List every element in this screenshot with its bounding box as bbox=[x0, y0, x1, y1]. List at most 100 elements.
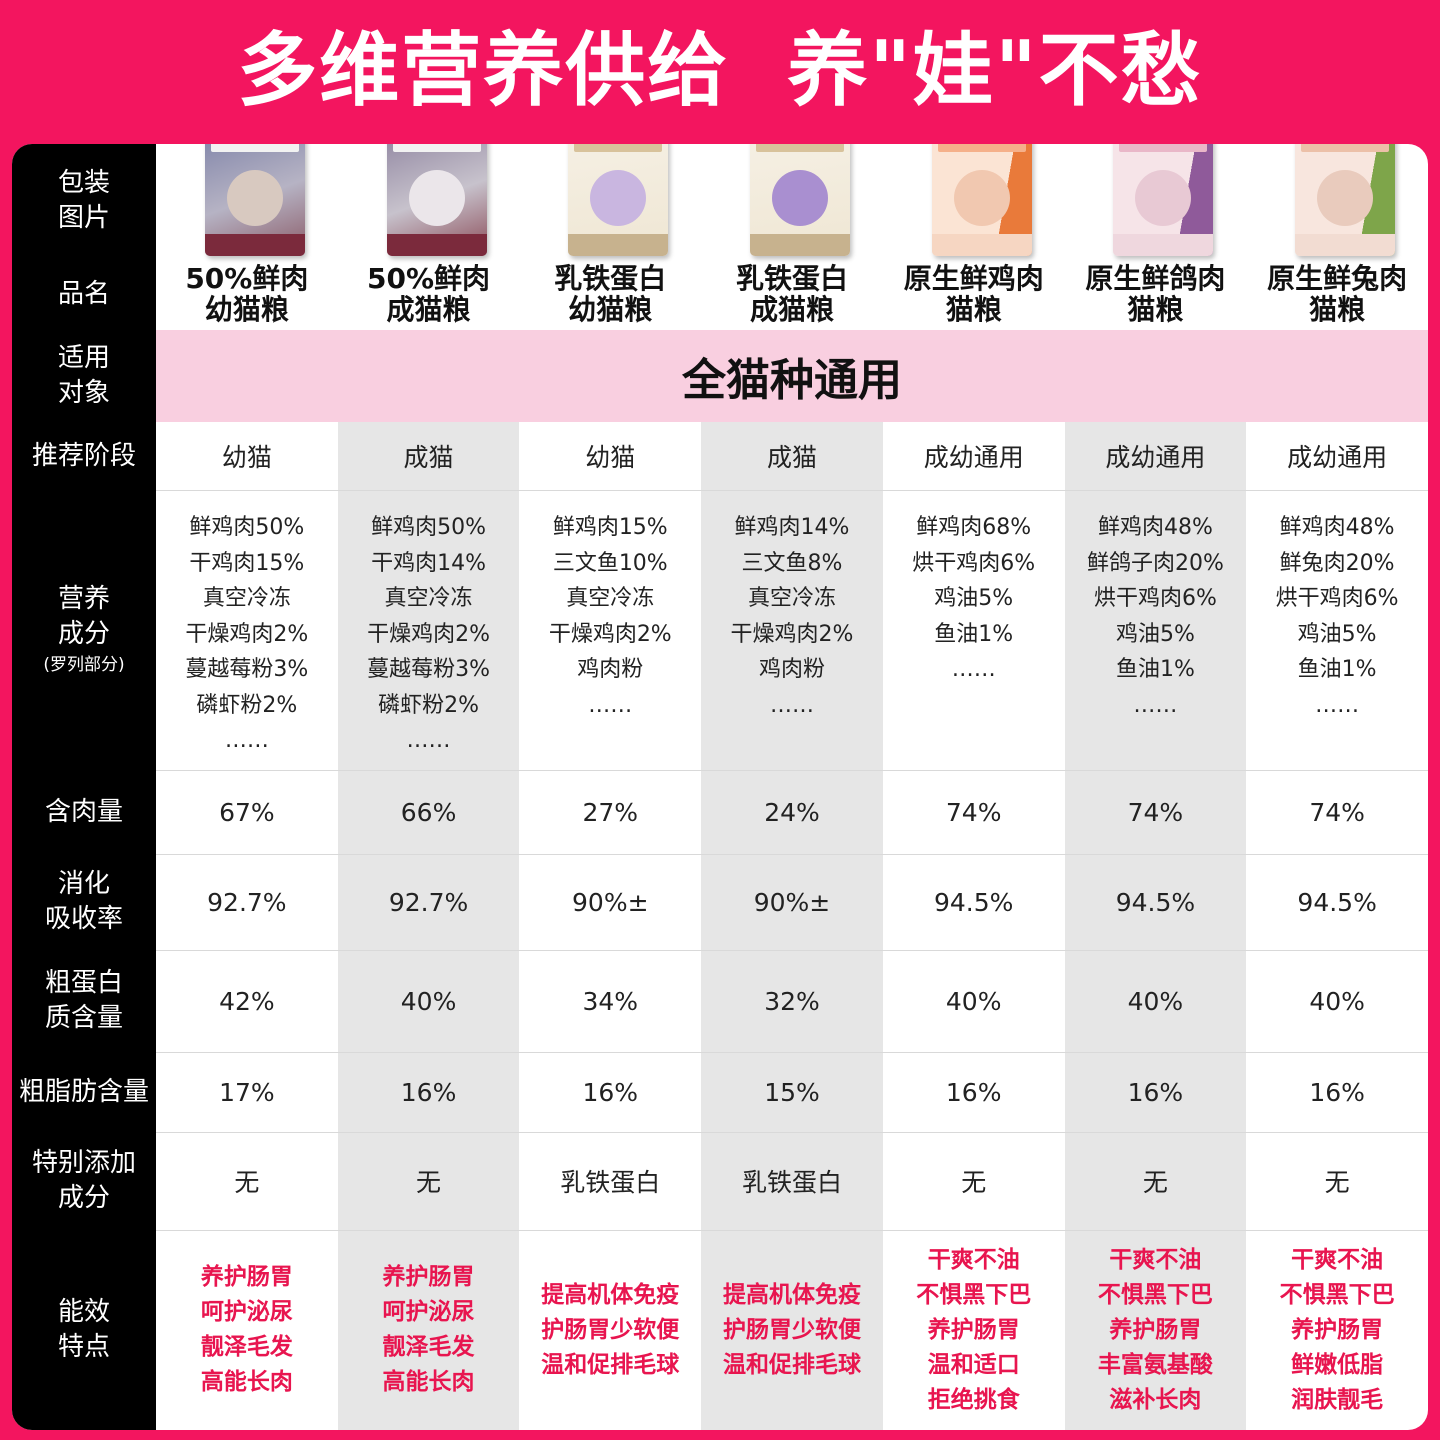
fat-value: 16% bbox=[582, 1077, 639, 1107]
package-image-natural-food-kitten-bag bbox=[568, 144, 669, 256]
ingredient-item: 磷虾粉2% bbox=[378, 692, 479, 718]
package-image-orange-chicken-bag bbox=[931, 144, 1032, 256]
cell-special: 无 bbox=[1065, 1132, 1247, 1230]
meat-value: 74% bbox=[1309, 797, 1365, 827]
cell-protein: 34% bbox=[519, 950, 701, 1052]
effect-item: 温和促排毛球 bbox=[722, 1351, 861, 1378]
cell-fat: 16% bbox=[338, 1052, 520, 1132]
ingredient-item: 烘干鸡肉6% bbox=[912, 550, 1036, 576]
cell-ingredients: 鲜鸡肉48% 鲜鸽子肉20% 烘干鸡肉6% 鸡油5% 鱼油1% …… bbox=[1065, 490, 1247, 770]
stage-value: 幼猫 bbox=[221, 443, 272, 472]
cell-effects: 干爽不油 不惧黑下巴 养护肠胃 温和适口 拒绝挑食 bbox=[883, 1230, 1065, 1430]
meat-value: 74% bbox=[945, 797, 1002, 827]
ingredient-item: 鲜鸡肉50% bbox=[189, 515, 305, 540]
ingredient-item: 鲜鸡肉68% bbox=[916, 515, 1032, 540]
effect-item: 呵护泌尿 bbox=[200, 1299, 293, 1325]
ingredient-item: 干燥鸡肉2% bbox=[548, 621, 672, 647]
stage-value: 成猫 bbox=[403, 443, 454, 472]
ingredient-item: 鸡肉粉 bbox=[758, 657, 825, 682]
ingredient-item: 三文鱼8% bbox=[741, 550, 843, 576]
ingredient-item: …… bbox=[588, 692, 633, 718]
special-value: 无 bbox=[234, 1168, 260, 1197]
protein-value: 42% bbox=[219, 986, 275, 1016]
cell-fat: 16% bbox=[883, 1052, 1065, 1132]
fat-value: 16% bbox=[945, 1077, 1002, 1107]
meat-value: 74% bbox=[1127, 797, 1184, 827]
effect-item: 温和促排毛球 bbox=[541, 1351, 680, 1378]
cell-effects: 养护肠胃 呵护泌尿 靓泽毛发 高能长肉 bbox=[338, 1230, 520, 1430]
cell-fat: 16% bbox=[1246, 1052, 1428, 1132]
product-name-line: 乳铁蛋白 bbox=[554, 262, 667, 295]
cell-digest: 94.5% bbox=[883, 854, 1065, 950]
digest-value: 94.5% bbox=[933, 887, 1014, 917]
cell-digest: 92.7% bbox=[338, 854, 520, 950]
ingredient-item: 鲜鸽子肉20% bbox=[1086, 550, 1224, 576]
product-name-line: 乳铁蛋白 bbox=[735, 262, 848, 295]
effect-item: 养护肠胃 bbox=[1291, 1316, 1384, 1343]
cell-special: 无 bbox=[156, 1132, 338, 1230]
cell-digest: 94.5% bbox=[1065, 854, 1247, 950]
cell-ingredients: 鲜鸡肉48% 鲜兔肉20% 烘干鸡肉6% 鸡油5% 鱼油1% …… bbox=[1246, 490, 1428, 770]
cell-ingredients: 鲜鸡肉50% 干鸡肉14% 真空冷冻 干燥鸡肉2% 蔓越莓粉3% 磷虾粉2% …… bbox=[338, 490, 520, 770]
effect-item: 不惧黑下巴 bbox=[1279, 1281, 1395, 1308]
row-divider bbox=[156, 1052, 1428, 1053]
product-name: 50%鲜肉 成猫粮 bbox=[338, 258, 520, 330]
cell-stage: 幼猫 bbox=[519, 422, 701, 490]
row-label-column: 包装 图片 品名 适用 对象 推荐阶段 营养 成分 (罗列部分) 含肉量 消化 … bbox=[12, 144, 156, 1430]
stage-value: 成幼通用 bbox=[1287, 443, 1388, 472]
label-package: 包装 图片 bbox=[57, 168, 110, 233]
effect-item: 拒绝挑食 bbox=[927, 1386, 1020, 1413]
cell-digest: 90%± bbox=[519, 854, 701, 950]
meat-value: 67% bbox=[219, 797, 275, 827]
ingredient-item: 鲜鸡肉48% bbox=[1097, 515, 1213, 540]
target-value: 全猫种通用 bbox=[682, 355, 902, 406]
cell-special: 乳铁蛋白 bbox=[701, 1132, 883, 1230]
label-target: 适用 对象 bbox=[57, 343, 110, 408]
ingredient-item: 真空冷冻 bbox=[566, 586, 655, 611]
package-image-purple-pigeon-bag bbox=[1113, 144, 1214, 256]
special-value: 无 bbox=[961, 1168, 987, 1197]
ingredient-item: 真空冷冻 bbox=[384, 586, 473, 611]
effect-item: 干爽不油 bbox=[927, 1246, 1020, 1273]
title-part-2: 养"娃"不愁 bbox=[787, 24, 1203, 117]
cell-stage: 成幼通用 bbox=[883, 422, 1065, 490]
cell-meat: 74% bbox=[883, 770, 1065, 854]
product-name-line: 猫粮 bbox=[1309, 293, 1366, 326]
effect-item: 护肠胃少软便 bbox=[722, 1316, 861, 1343]
label-effect: 能效 特点 bbox=[57, 1297, 110, 1362]
label-digest: 消化 吸收率 bbox=[44, 869, 123, 934]
effect-item: 养护肠胃 bbox=[927, 1316, 1020, 1343]
product-name-line: 猫粮 bbox=[945, 293, 1002, 326]
digest-value: 94.5% bbox=[1297, 887, 1377, 917]
stage-value: 成幼通用 bbox=[1105, 443, 1206, 472]
protein-value: 40% bbox=[400, 986, 457, 1016]
meat-value: 66% bbox=[400, 797, 457, 827]
cell-special: 无 bbox=[1246, 1132, 1428, 1230]
label-fat: 粗脂肪含量 bbox=[18, 1076, 149, 1107]
effect-item: 不惧黑下巴 bbox=[1097, 1281, 1213, 1308]
fat-value: 16% bbox=[1309, 1077, 1365, 1107]
digest-value: 92.7% bbox=[388, 887, 469, 917]
page-title: 多维营养供给 养"娃"不愁 bbox=[0, 14, 1440, 117]
ingredient-item: 鸡油5% bbox=[1297, 621, 1377, 647]
product-name-line: 幼猫粮 bbox=[204, 293, 289, 326]
ingredient-item: 真空冷冻 bbox=[747, 586, 836, 611]
product-name: 50%鲜肉 幼猫粮 bbox=[156, 258, 338, 330]
digest-value: 90%± bbox=[572, 887, 649, 917]
product-name: 原生鲜兔肉 猫粮 bbox=[1246, 258, 1428, 330]
ingredient-item: 鲜兔肉20% bbox=[1279, 550, 1395, 576]
ingredient-item: …… bbox=[406, 728, 451, 753]
cell-fat: 17% bbox=[156, 1052, 338, 1132]
label-meat: 含肉量 bbox=[44, 796, 123, 827]
cell-special: 无 bbox=[883, 1132, 1065, 1230]
label-stage: 推荐阶段 bbox=[31, 440, 136, 471]
cell-ingredients: 鲜鸡肉68% 烘干鸡肉6% 鸡油5% 鱼油1% …… bbox=[883, 490, 1065, 770]
special-value: 无 bbox=[1324, 1168, 1350, 1197]
label-name: 品名 bbox=[57, 278, 110, 309]
ingredient-item: 鱼油1% bbox=[1297, 657, 1377, 682]
protein-value: 40% bbox=[1309, 986, 1365, 1016]
cell-protein: 40% bbox=[1246, 950, 1428, 1052]
ingredient-item: …… bbox=[1133, 692, 1178, 718]
cell-meat: 66% bbox=[338, 770, 520, 854]
nutrition-note: (罗列部分) bbox=[43, 655, 125, 675]
